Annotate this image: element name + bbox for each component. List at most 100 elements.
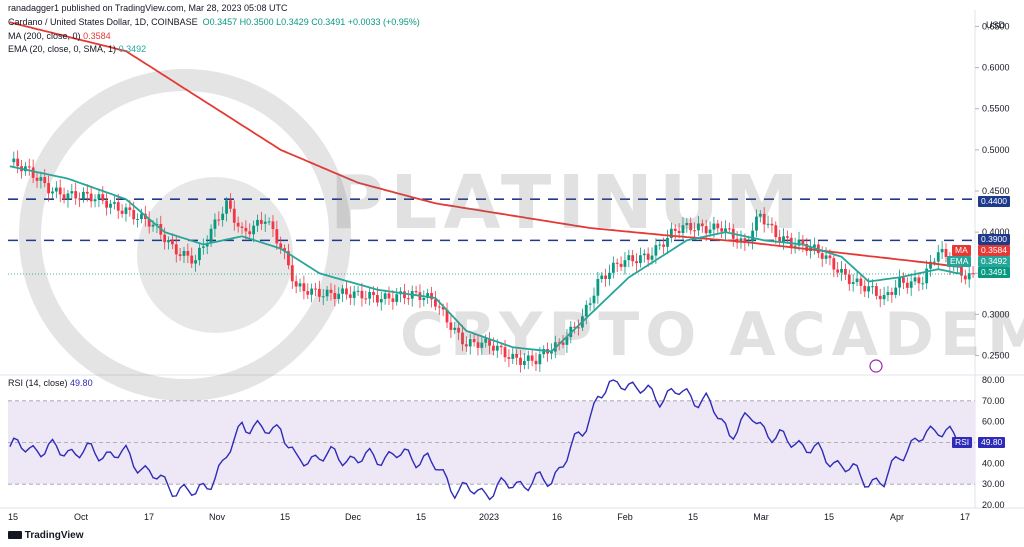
candle-body (824, 255, 828, 259)
ma-price-tag: 0.3584 (978, 245, 1010, 256)
candle-body (565, 337, 569, 345)
candle-body (449, 322, 453, 330)
candle-body (786, 236, 789, 238)
candle-body (886, 292, 890, 296)
candle-body (441, 306, 445, 310)
level-high-tag: 0.4400 (978, 196, 1010, 207)
candle-body (461, 332, 464, 345)
candle-body (913, 277, 917, 282)
price-tick-label: 0.4500 (982, 186, 1010, 196)
candle-body (700, 223, 704, 227)
candle-body (921, 283, 925, 285)
candle-body (720, 228, 724, 232)
time-tick-label: Apr (890, 512, 904, 522)
candle-body (379, 298, 383, 303)
time-tick-label: Nov (209, 512, 226, 522)
candle-body (476, 342, 480, 348)
tradingview-label: TradingView (24, 530, 84, 541)
candle-body (16, 158, 20, 167)
candle-body (778, 237, 782, 242)
candle-body (66, 193, 70, 200)
candle-body (472, 339, 476, 343)
candle-body (252, 225, 256, 235)
candle-body (813, 244, 816, 248)
candle-body (584, 304, 588, 317)
rsi-tick-label: 30.00 (982, 479, 1005, 489)
candle-body (917, 277, 921, 284)
candle-body (611, 262, 615, 273)
candle-body (511, 353, 515, 359)
candle-body (689, 222, 693, 231)
candle-body (480, 342, 484, 348)
price-tick-label: 0.5500 (982, 104, 1010, 114)
ema-price-tag: 0.3492 (978, 256, 1010, 267)
candle-body (774, 225, 778, 238)
candle-body (263, 221, 267, 224)
candle-body (453, 327, 457, 330)
rsi-tick-label: 20.00 (982, 500, 1005, 510)
candle-body (321, 296, 325, 298)
candle-body (333, 293, 337, 299)
symbol-title: Cardano / United States Dollar, 1D, COIN… (8, 17, 420, 27)
candle-body (248, 231, 252, 235)
candle-body (712, 223, 716, 230)
candle-body (112, 202, 116, 204)
candle-body (140, 213, 143, 219)
candle-body (604, 275, 608, 279)
candle-body (495, 345, 499, 351)
candle-body (724, 228, 727, 232)
candle-body (840, 268, 843, 273)
candle-body (170, 240, 174, 245)
time-tick-label: 2023 (479, 512, 499, 522)
candle-body (93, 199, 97, 202)
candle-body (167, 240, 170, 243)
watermark-ring (19, 69, 351, 401)
candle-body (619, 263, 623, 267)
rsi-tag: RSI (952, 437, 973, 448)
candle-body (635, 261, 638, 264)
candle-body (39, 177, 43, 181)
candle-body (685, 222, 689, 226)
candle-body (267, 221, 271, 223)
publisher-line: ranadagger1 published on TradingView.com… (8, 3, 288, 13)
time-tick-label: Oct (74, 512, 89, 522)
candle-body (136, 218, 139, 220)
candle-body (492, 345, 495, 351)
candle-body (515, 353, 519, 358)
candle-body (805, 244, 809, 252)
candle-body (847, 274, 851, 285)
candle-body (561, 342, 565, 345)
candle-body (310, 288, 314, 295)
candle-body (101, 194, 105, 201)
candle-body (944, 248, 948, 257)
candle-body (971, 273, 975, 275)
candle-body (507, 357, 511, 359)
candle-body (298, 283, 302, 287)
candle-body (697, 223, 700, 231)
candle-body (932, 261, 936, 263)
time-tick-label: 15 (416, 512, 426, 522)
candle-body (673, 228, 677, 231)
candle-body (368, 292, 372, 299)
candle-body (716, 223, 720, 229)
candle-body (642, 253, 646, 256)
candle-body (445, 309, 449, 323)
candle-body (960, 265, 963, 276)
candle-body (874, 286, 878, 296)
candle-body (936, 252, 940, 262)
ema-legend: EMA (20, close, 0, SMA, 1) 0.3492 (8, 44, 146, 54)
candle-body (855, 278, 859, 283)
candle-body (217, 219, 221, 221)
candle-body (414, 291, 418, 293)
price-tick-label: 0.5000 (982, 145, 1010, 155)
candle-body (116, 202, 120, 211)
candle-body (484, 338, 488, 343)
candle-body (78, 198, 81, 200)
candle-body (758, 213, 762, 217)
candle-body (627, 255, 631, 261)
candle-body (468, 339, 472, 347)
time-tick-label: 17 (960, 512, 970, 522)
candle-body (221, 213, 225, 220)
candle-body (704, 226, 708, 234)
rsi-tick-label: 80.00 (982, 375, 1005, 385)
